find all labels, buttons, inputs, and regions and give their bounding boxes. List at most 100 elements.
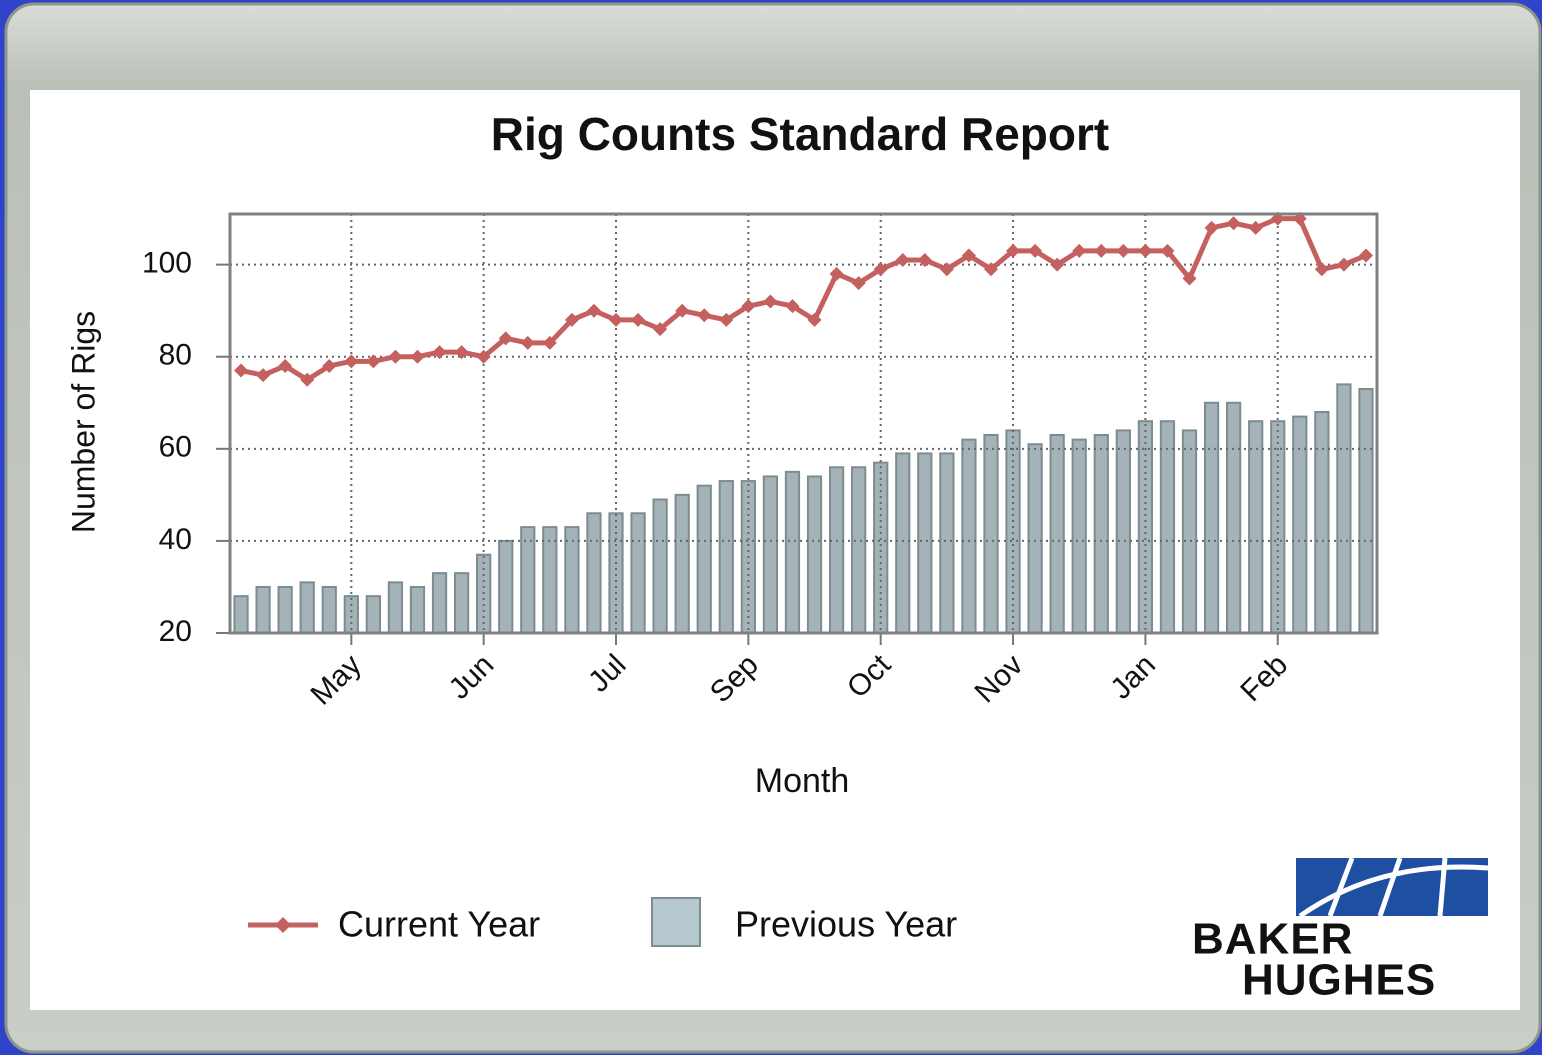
bar xyxy=(1336,383,1352,634)
line-marker xyxy=(1006,243,1021,258)
legend-label: Current Year xyxy=(338,904,540,945)
bar xyxy=(718,480,734,634)
bar xyxy=(1181,429,1198,634)
line-marker xyxy=(1116,243,1131,258)
bar xyxy=(409,585,426,635)
line-marker xyxy=(785,299,800,314)
bar xyxy=(365,595,381,635)
line-marker xyxy=(917,253,932,268)
line-marker xyxy=(1050,257,1065,272)
plot-border xyxy=(228,212,1379,635)
y-tick-label: 40 xyxy=(159,523,192,556)
bar xyxy=(520,526,536,634)
bar xyxy=(674,493,690,634)
bar xyxy=(895,452,911,634)
bar xyxy=(939,452,955,634)
line-marker xyxy=(1028,243,1043,258)
line-marker xyxy=(256,368,271,383)
line-marker xyxy=(719,312,734,327)
line-marker xyxy=(609,312,624,327)
line-marker xyxy=(961,248,976,263)
line-marker xyxy=(498,331,513,346)
line-marker xyxy=(1358,248,1373,263)
legend-marker xyxy=(275,917,291,933)
line-marker xyxy=(895,253,910,268)
bar xyxy=(453,572,470,635)
logo-text: HUGHES xyxy=(1242,956,1436,1005)
bar xyxy=(1027,443,1043,634)
bar xyxy=(1226,401,1242,634)
bar xyxy=(1203,401,1220,634)
line-marker xyxy=(653,322,668,337)
line-marker xyxy=(1314,262,1329,277)
line-marker xyxy=(586,303,601,318)
x-axis-label: Month xyxy=(755,762,850,800)
line-series xyxy=(240,216,1367,383)
bar xyxy=(1115,429,1131,634)
line-marker xyxy=(675,303,690,318)
line-marker xyxy=(939,262,954,277)
bar xyxy=(851,466,867,634)
line-marker xyxy=(983,262,998,277)
line-marker xyxy=(520,335,535,350)
line-marker xyxy=(542,335,557,350)
y-axis-label: Number of Rigs xyxy=(65,311,101,533)
line-marker xyxy=(388,349,403,364)
bar xyxy=(1071,438,1087,634)
legend-swatch xyxy=(651,897,701,947)
line-marker xyxy=(366,354,381,369)
line-marker xyxy=(697,308,712,323)
line-marker xyxy=(234,363,249,378)
bar xyxy=(1248,420,1264,635)
bar xyxy=(696,484,712,634)
y-tick-label: 80 xyxy=(159,339,192,372)
bar xyxy=(784,470,801,634)
bar xyxy=(961,438,977,634)
bar xyxy=(1314,410,1330,634)
bar xyxy=(917,452,933,634)
bar xyxy=(1049,434,1065,634)
y-tick-label: 20 xyxy=(159,615,192,648)
logo-lines xyxy=(1298,857,1489,919)
bar xyxy=(806,475,823,635)
line-marker xyxy=(1226,216,1241,231)
line-marker xyxy=(1204,220,1219,235)
line-marker xyxy=(410,349,425,364)
bar xyxy=(299,581,315,634)
line-marker xyxy=(278,358,293,373)
chart-title: Rig Counts Standard Report xyxy=(491,108,1109,160)
bar xyxy=(586,512,602,634)
bar xyxy=(873,461,889,634)
bar xyxy=(652,498,668,634)
line-marker xyxy=(454,345,469,360)
line-marker xyxy=(1336,257,1351,272)
line-marker xyxy=(631,312,646,327)
bar xyxy=(630,512,646,634)
logo-text: BAKER xyxy=(1192,915,1353,964)
line-marker xyxy=(344,354,359,369)
bar xyxy=(983,434,999,634)
bar xyxy=(762,475,779,635)
line-marker xyxy=(1138,243,1153,258)
line-marker xyxy=(322,358,337,373)
bar xyxy=(277,585,293,635)
bar xyxy=(1358,387,1374,635)
bar xyxy=(542,526,558,634)
bar xyxy=(564,526,580,634)
bar xyxy=(608,512,624,634)
line-marker xyxy=(763,294,778,309)
bar xyxy=(1093,434,1109,634)
y-tick-label: 100 xyxy=(142,247,192,280)
line-marker xyxy=(851,276,866,291)
line-marker xyxy=(829,266,844,281)
bar xyxy=(1159,420,1176,635)
bar xyxy=(828,466,845,634)
bar xyxy=(255,585,271,635)
bar xyxy=(498,539,514,635)
line-marker xyxy=(564,312,579,327)
line-marker xyxy=(1182,271,1197,286)
bar xyxy=(431,572,448,635)
line-marker xyxy=(1072,243,1087,258)
